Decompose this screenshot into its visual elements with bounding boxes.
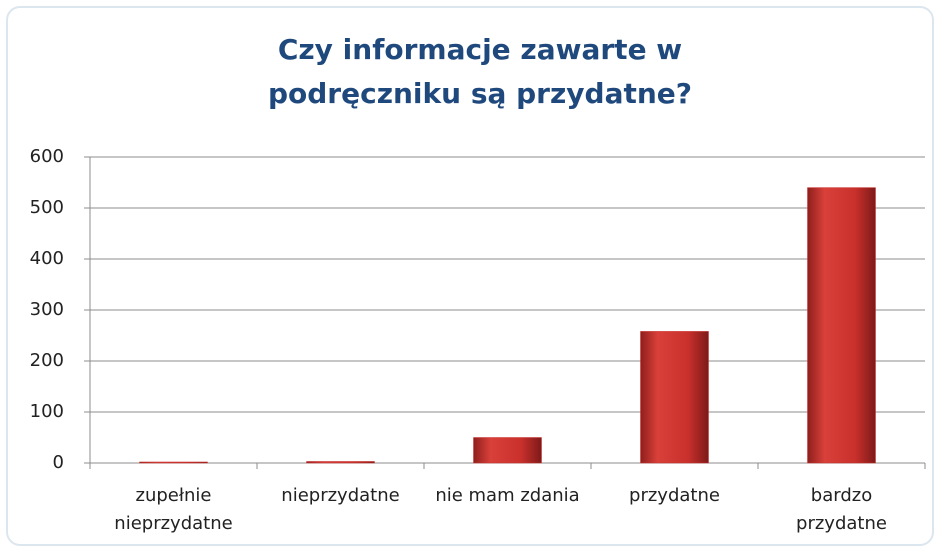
bar (473, 437, 542, 464)
bar (807, 187, 876, 464)
chart-title: Czy informacje zawarte w podręczniku są … (267, 33, 693, 110)
x-tick-label: zupełnie nieprzydatne (114, 485, 233, 534)
x-tick-label: nie mam zdania (435, 485, 580, 506)
y-tick-label: 300 (30, 299, 64, 320)
y-tick-label: 100 (30, 401, 64, 422)
y-tick-label: 0 (53, 452, 64, 473)
y-tick-label: 500 (30, 197, 64, 218)
y-tick-label: 400 (30, 248, 64, 269)
y-tick-label: 600 (30, 146, 64, 167)
chart-card (6, 6, 934, 546)
x-tick-label: przydatne (629, 485, 720, 506)
x-tick-label: bardzo przydatne (796, 485, 887, 534)
x-tick-label: nieprzydatne (281, 485, 400, 506)
bar (306, 461, 375, 464)
bar (139, 461, 208, 464)
y-tick-label: 200 (30, 350, 64, 371)
bar (640, 331, 709, 464)
